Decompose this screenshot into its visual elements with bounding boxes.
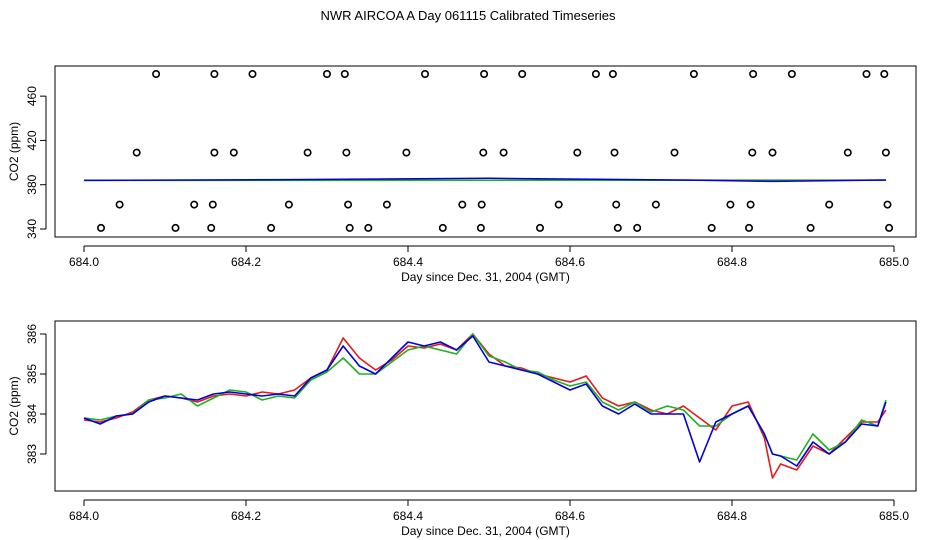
data-point bbox=[748, 148, 757, 157]
data-point bbox=[787, 70, 796, 79]
data-point bbox=[458, 200, 467, 209]
data-point bbox=[438, 223, 447, 232]
x-tick-label: 684.8 bbox=[717, 255, 747, 269]
y-tick-label: 385 bbox=[25, 364, 39, 384]
data-point bbox=[382, 200, 391, 209]
data-point bbox=[825, 200, 834, 209]
data-point bbox=[171, 223, 180, 232]
data-point bbox=[210, 70, 219, 79]
x-tick-label: 684.0 bbox=[69, 509, 99, 523]
data-point bbox=[843, 148, 852, 157]
data-point bbox=[152, 70, 161, 79]
data-point bbox=[115, 200, 124, 209]
bottom-line-panel: 684.0 684.2 684.4 684.6 684.8 685.0 Day since … bbox=[7, 320, 917, 538]
x-tick-label: 685.0 bbox=[879, 255, 909, 269]
data-point bbox=[806, 223, 815, 232]
data-point bbox=[248, 70, 257, 79]
y-tick-label: 340 bbox=[25, 219, 39, 239]
data-point bbox=[535, 223, 544, 232]
data-point bbox=[726, 200, 735, 209]
data-point bbox=[208, 200, 217, 209]
y-axis-label: CO2 (ppm) bbox=[7, 376, 21, 435]
data-point bbox=[420, 70, 429, 79]
data-point bbox=[479, 148, 488, 157]
y-tick-label: 420 bbox=[25, 130, 39, 150]
x-axis-label: Day since Dec. 31, 2004 (GMT) bbox=[401, 524, 570, 538]
data-point bbox=[749, 70, 758, 79]
data-point bbox=[210, 148, 219, 157]
data-point bbox=[476, 223, 485, 232]
data-point bbox=[132, 148, 141, 157]
data-point bbox=[229, 148, 238, 157]
data-point bbox=[344, 200, 353, 209]
data-point bbox=[880, 70, 889, 79]
y-tick-label: 380 bbox=[25, 174, 39, 194]
data-point bbox=[303, 148, 312, 157]
data-point bbox=[744, 223, 753, 232]
data-point bbox=[267, 223, 276, 232]
data-point bbox=[633, 223, 642, 232]
x-tick-label: 684.2 bbox=[231, 509, 261, 523]
x-tick-label: 684.0 bbox=[69, 255, 99, 269]
data-point bbox=[885, 223, 894, 232]
data-point bbox=[322, 70, 331, 79]
data-point bbox=[862, 70, 871, 79]
data-point bbox=[97, 223, 106, 232]
data-point bbox=[746, 200, 755, 209]
plot-frame bbox=[54, 65, 917, 238]
y-tick-label: 386 bbox=[25, 324, 39, 344]
x-tick-label: 684.8 bbox=[717, 509, 747, 523]
data-point bbox=[883, 200, 892, 209]
x-tick-label: 684.4 bbox=[393, 255, 423, 269]
series-line-blue bbox=[83, 335, 887, 467]
data-point bbox=[342, 148, 351, 157]
data-point bbox=[573, 148, 582, 157]
data-point bbox=[608, 70, 617, 79]
plot-frame bbox=[54, 320, 917, 492]
x-axis-label: Day since Dec. 31, 2004 (GMT) bbox=[401, 270, 570, 284]
data-point bbox=[613, 223, 622, 232]
data-point bbox=[554, 200, 563, 209]
data-point bbox=[207, 223, 216, 232]
data-point bbox=[610, 148, 619, 157]
data-point bbox=[612, 200, 621, 209]
data-point bbox=[707, 223, 716, 232]
series-line-red bbox=[83, 333, 887, 479]
data-point bbox=[480, 70, 489, 79]
data-point bbox=[768, 148, 777, 157]
data-point bbox=[518, 70, 527, 79]
data-point bbox=[881, 148, 890, 157]
data-point bbox=[499, 148, 508, 157]
y-tick-label: 384 bbox=[25, 404, 39, 424]
x-tick-label: 684.4 bbox=[393, 509, 423, 523]
y-axis-label: CO2 (ppm) bbox=[7, 122, 21, 181]
data-point bbox=[689, 70, 698, 79]
data-point bbox=[284, 200, 293, 209]
data-point bbox=[651, 200, 660, 209]
data-point bbox=[340, 70, 349, 79]
data-point bbox=[402, 148, 411, 157]
data-point bbox=[477, 200, 486, 209]
x-tick-label: 684.6 bbox=[555, 509, 585, 523]
x-tick-label: 684.6 bbox=[555, 255, 585, 269]
chart-title: NWR AIRCOA A Day 061115 Calibrated Times… bbox=[320, 8, 616, 23]
y-tick-label: 460 bbox=[25, 86, 39, 106]
data-point bbox=[364, 223, 373, 232]
x-tick-label: 684.2 bbox=[231, 255, 261, 269]
x-tick-label: 685.0 bbox=[879, 509, 909, 523]
data-point bbox=[345, 223, 354, 232]
data-point bbox=[190, 200, 199, 209]
top-scatter-panel: 684.0 684.2 684.4 684.6 684.8 685.0 Day since … bbox=[7, 65, 917, 284]
data-point bbox=[591, 70, 600, 79]
series-line-blue bbox=[83, 177, 886, 183]
data-point bbox=[670, 148, 679, 157]
y-tick-label: 383 bbox=[25, 444, 39, 464]
